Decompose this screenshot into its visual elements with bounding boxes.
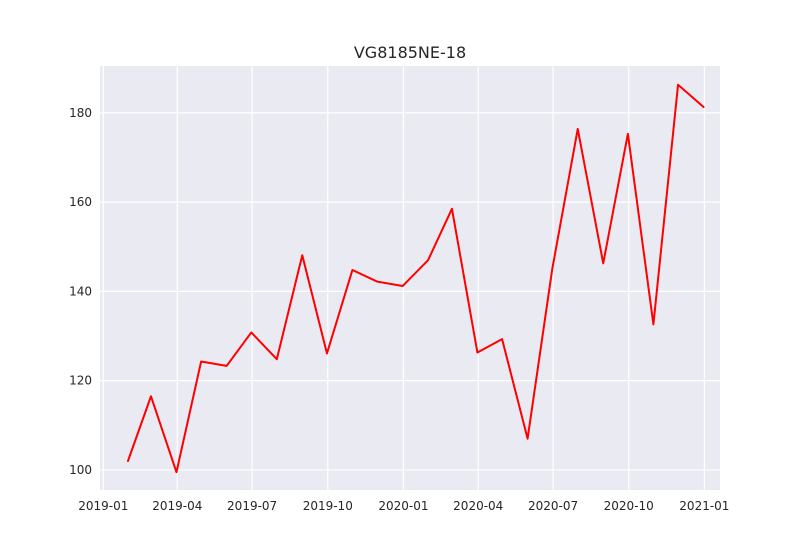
y-axis: 100 120 140 160 180 — [69, 106, 92, 477]
x-tick-label: 2019-04 — [152, 499, 202, 513]
x-tick-label: 2020-01 — [378, 499, 428, 513]
x-tick-label: 2019-07 — [227, 499, 277, 513]
y-tick-label: 100 — [69, 463, 92, 477]
y-tick-label: 180 — [69, 106, 92, 120]
y-tick-label: 160 — [69, 195, 92, 209]
x-tick-label: 2021-01 — [679, 499, 729, 513]
x-tick-label: 2020-04 — [453, 499, 503, 513]
chart-title: VG8185NE-18 — [354, 43, 466, 62]
series-line — [126, 83, 705, 474]
x-tick-label: 2019-01 — [78, 499, 128, 513]
x-tick-label: 2020-10 — [604, 499, 654, 513]
y-tick-label: 120 — [69, 374, 92, 388]
x-tick-label: 2019-10 — [303, 499, 353, 513]
x-axis: 2019-01 2019-04 2019-07 2019-10 2020-01 2020-… — [78, 499, 729, 513]
x-tick-label: 2020-07 — [528, 499, 578, 513]
series-layer — [126, 83, 705, 474]
y-tick-label: 140 — [69, 284, 92, 298]
